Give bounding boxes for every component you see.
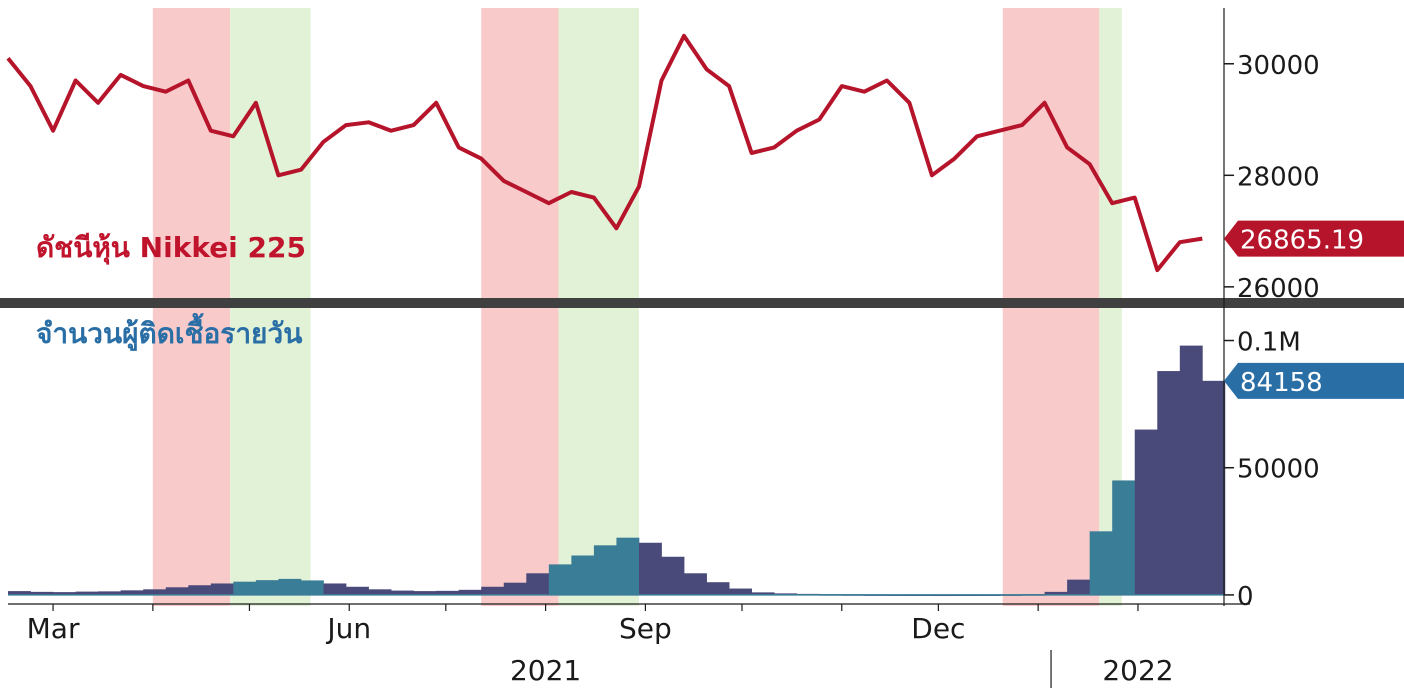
- cases-bar: [210, 583, 234, 595]
- cases-bar: [1202, 380, 1226, 595]
- price-tick-label: 26000: [1237, 274, 1320, 304]
- cases-bar: [165, 587, 189, 595]
- cases-bar: [53, 592, 76, 595]
- month-label: Jun: [325, 612, 371, 645]
- axes: 26000 28000 30000 26865.19 0 50000 0.1M 84158 Ma…: [0, 8, 1404, 688]
- year-label: 2021: [510, 654, 581, 687]
- price-line-group: [6, 33, 1203, 273]
- price-last-tag: [1224, 220, 1404, 257]
- cases-bar: [661, 556, 685, 595]
- cases-bar: [503, 582, 527, 595]
- cases-bar: [413, 591, 437, 595]
- cases-bar: [526, 573, 550, 595]
- month-label: Sep: [619, 612, 672, 645]
- price-last-value: 26865.19: [1240, 226, 1364, 256]
- cases-series-label: จำนวนผู้ติดเชื้อรายวัน: [36, 312, 302, 351]
- labels: ดัชนีหุ้น Nikkei 225 จำนวนผู้ติดเชื้อรายว…: [36, 231, 306, 351]
- cases-bar: [1044, 591, 1068, 595]
- cases-bar: [1067, 579, 1091, 595]
- cases-bar: [1157, 371, 1181, 595]
- cases-bar: [1089, 531, 1113, 595]
- price-tick-label: 28000: [1237, 162, 1320, 192]
- cases-bar: [300, 580, 324, 595]
- year-label: 2022: [1102, 654, 1173, 687]
- cases-bar: [729, 588, 753, 595]
- cases-last-value: 84158: [1240, 368, 1323, 398]
- cases-bar: [368, 589, 392, 595]
- cases-bar: [593, 545, 617, 595]
- cases-bar: [481, 586, 505, 595]
- cases-bar: [391, 590, 414, 595]
- cases-bar: [548, 564, 572, 595]
- cases-bar: [255, 580, 279, 595]
- cases-bar: [1112, 480, 1136, 595]
- cases-bar: [616, 537, 640, 595]
- panel-divider: [0, 298, 1404, 308]
- cases-bar: [323, 583, 347, 595]
- cases-bar: [75, 591, 99, 595]
- cases-bar: [706, 582, 730, 595]
- cases-bar: [278, 578, 302, 595]
- month-label: Mar: [27, 612, 80, 645]
- cases-tick-label: 0: [1237, 582, 1254, 612]
- cases-bar: [346, 586, 369, 595]
- cases-tick-label-top: 0.1M: [1237, 328, 1301, 358]
- cases-bar: [436, 590, 460, 595]
- cases-bar: [233, 581, 257, 595]
- price-series-label: ดัชนีหุ้น Nikkei 225: [36, 231, 306, 265]
- cases-bar: [774, 593, 798, 595]
- cases-bars: [8, 345, 1226, 597]
- cases-tick-label: 50000: [1237, 455, 1320, 485]
- cases-last-tag: [1224, 362, 1404, 399]
- cases-bar: [98, 591, 122, 595]
- month-label: Dec: [911, 612, 965, 645]
- nikkei-price-line: [6, 33, 1203, 273]
- cases-bar: [1179, 345, 1203, 595]
- cases-bar: [30, 591, 54, 595]
- cases-bar: [8, 591, 31, 595]
- cases-bar: [120, 590, 144, 595]
- cases-bar: [458, 589, 482, 595]
- cases-bar: [571, 555, 595, 595]
- price-tick-label: 30000: [1237, 51, 1320, 81]
- cases-bar: [188, 585, 212, 595]
- cases-bar: [638, 542, 662, 595]
- cases-bar: [751, 592, 775, 595]
- cases-bar: [684, 573, 707, 595]
- cases-bar: [143, 589, 167, 595]
- cases-bar: [1134, 429, 1158, 595]
